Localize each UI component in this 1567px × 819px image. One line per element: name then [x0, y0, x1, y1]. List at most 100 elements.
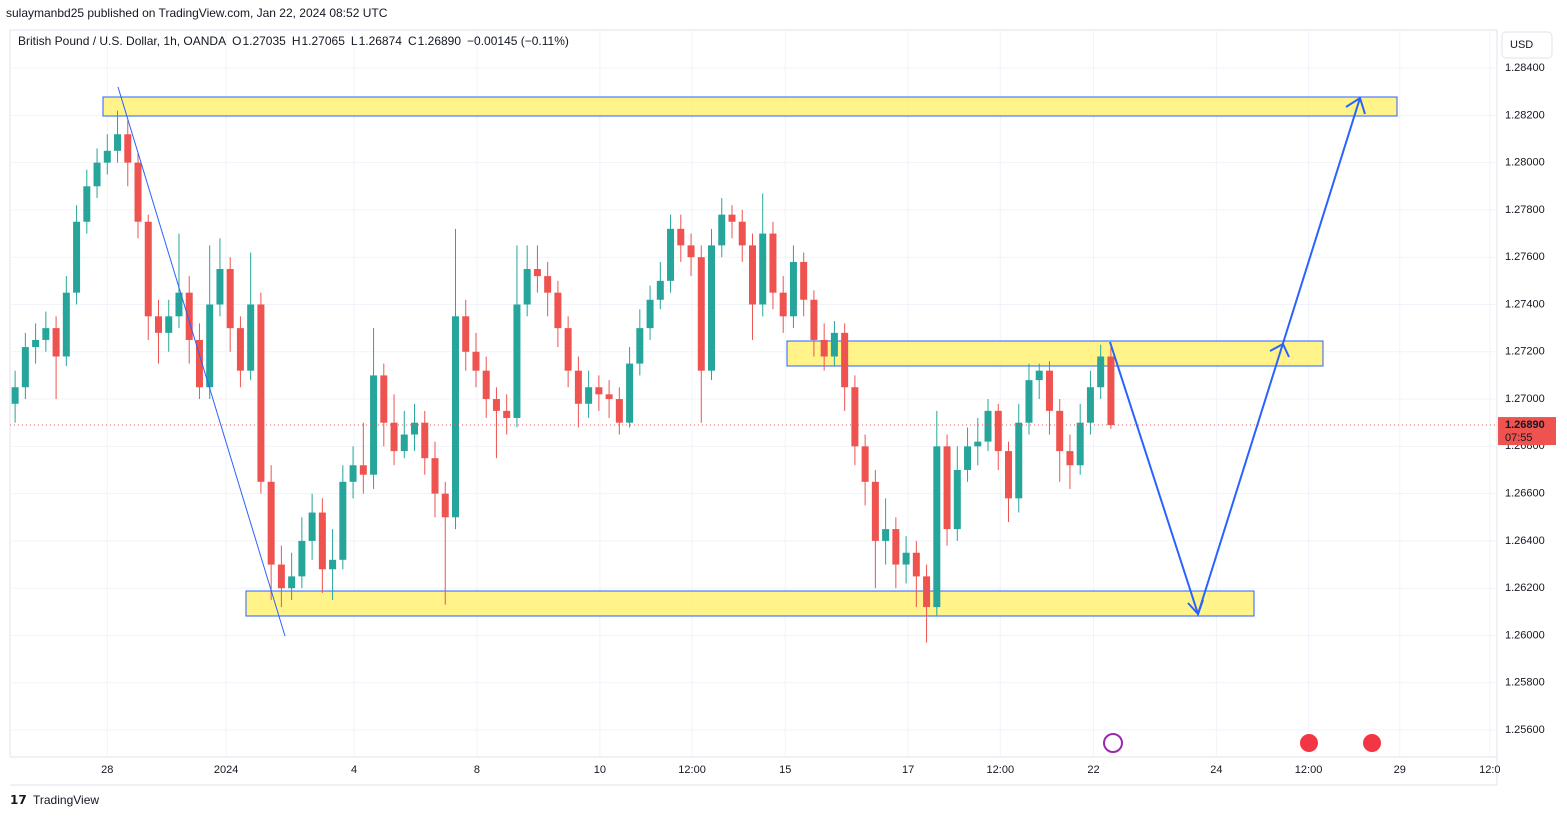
ohlc-value: 1.26890 — [418, 34, 462, 48]
candle-body — [329, 559, 337, 570]
candle-body — [636, 328, 644, 364]
candle-body — [52, 328, 60, 357]
x-tick-label: 12:00 — [1295, 764, 1323, 776]
candle-body — [943, 446, 951, 530]
candle-body — [216, 269, 224, 305]
candle-body — [882, 529, 890, 541]
candle-body — [165, 316, 173, 333]
candle-body — [267, 481, 275, 565]
candle-body — [605, 394, 613, 400]
candle-body — [42, 328, 50, 340]
x-tick-label: 12:00 — [987, 764, 1015, 776]
candle-body — [1076, 422, 1084, 466]
candle-body — [994, 410, 1002, 452]
candle-body — [513, 304, 521, 418]
candle-body — [380, 375, 388, 423]
currency: USD — [1510, 39, 1533, 51]
candle-body — [759, 233, 767, 305]
x-tick-label: 17 — [902, 764, 914, 776]
y-tick-label: 1.27400 — [1505, 298, 1545, 310]
candle-body — [390, 422, 398, 452]
candle-body — [738, 221, 746, 246]
candle-body — [503, 410, 511, 418]
candle-body — [124, 134, 132, 163]
candle-body — [288, 576, 296, 589]
event-icon[interactable] — [1103, 733, 1123, 753]
currency-box[interactable] — [1501, 31, 1553, 59]
candle-body — [626, 363, 634, 423]
candle-body — [595, 387, 603, 395]
candle-body — [923, 576, 931, 608]
candle-body — [1107, 356, 1115, 426]
change: −0.00145 (−0.11%) — [467, 34, 569, 48]
event-icons — [1103, 732, 1383, 754]
candle-body — [175, 292, 183, 317]
candle-body — [349, 465, 357, 482]
candle-body — [400, 434, 408, 452]
event-icon[interactable] — [1298, 732, 1320, 754]
y-tick-label: 1.26000 — [1505, 629, 1545, 641]
arrow-head — [1187, 599, 1204, 616]
candle-body — [523, 269, 531, 305]
candle-body — [247, 304, 255, 371]
candle-body — [667, 228, 675, 281]
x-tick-label: 24 — [1210, 764, 1222, 776]
y-tick-label: 1.27800 — [1505, 204, 1545, 216]
candle-body — [841, 332, 849, 388]
symbol: British Pound / U.S. Dollar, 1h, OANDA — [18, 34, 226, 48]
candle-body — [73, 221, 81, 293]
candle-body — [226, 269, 234, 329]
y-tick-label: 1.27200 — [1505, 346, 1545, 358]
candle-body — [861, 446, 869, 482]
trend-line — [117, 86, 286, 637]
candle-body — [718, 214, 726, 246]
candle-body — [728, 214, 736, 222]
candle-body — [646, 299, 654, 329]
ohlc-value: 1.27065 — [302, 34, 346, 48]
candle-body — [451, 316, 459, 518]
y-tick-label: 1.27600 — [1505, 251, 1545, 263]
axes: 1.28400 1.28200 1.28000 1.27800 1.27600 1.274… — [10, 62, 1556, 776]
x-tick-label: 15 — [779, 764, 791, 776]
candles — [11, 110, 1115, 643]
logo: 𝟭𝟳 — [10, 793, 27, 807]
y-tick-label: 1.25800 — [1505, 677, 1545, 689]
y-tick-label: 1.26600 — [1505, 488, 1545, 500]
drawings — [117, 86, 1366, 637]
candle-body — [533, 269, 541, 277]
y-tick-label: 1.28000 — [1505, 157, 1545, 169]
ohlc-legend: O 1.27035 H 1.27065 L 1.26874 C 1.26890 −0.00145… — [232, 34, 569, 48]
x-tick-label: 10 — [594, 764, 606, 776]
arrow-head — [1345, 96, 1366, 115]
candle-body — [574, 370, 582, 404]
support-zone — [245, 590, 1255, 617]
candle-body — [482, 370, 490, 400]
event-icon[interactable] — [1361, 732, 1383, 754]
x-tick-label: 4 — [351, 764, 357, 776]
candle-body — [789, 261, 797, 317]
candle-body — [441, 493, 449, 518]
candle-body — [1025, 380, 1033, 423]
last-price-label: 1.26890 — [1505, 419, 1545, 431]
candle-body — [32, 339, 40, 348]
candle-body — [339, 481, 347, 560]
x-tick-label: 12:00 — [678, 764, 706, 776]
publisher: sulaymanbd25 published on TradingView.co… — [6, 6, 388, 20]
middle-zone — [786, 340, 1324, 367]
brand: TradingView — [33, 793, 99, 807]
candle-body — [277, 564, 285, 589]
x-tick-label: 29 — [1394, 764, 1406, 776]
candle-body — [431, 458, 439, 494]
arrow-head — [1269, 342, 1290, 358]
candle-body — [984, 410, 992, 442]
candle-body — [810, 299, 818, 340]
resistance-zone — [102, 96, 1398, 117]
x-tick-label: 12:0 — [1479, 764, 1500, 776]
ohlc-key: O — [232, 34, 241, 48]
candle-body — [851, 387, 859, 447]
candle-body — [1066, 451, 1074, 466]
candle-body — [308, 512, 316, 541]
candle-body — [462, 316, 470, 352]
candle-body — [871, 481, 879, 541]
candle-body — [820, 339, 828, 357]
